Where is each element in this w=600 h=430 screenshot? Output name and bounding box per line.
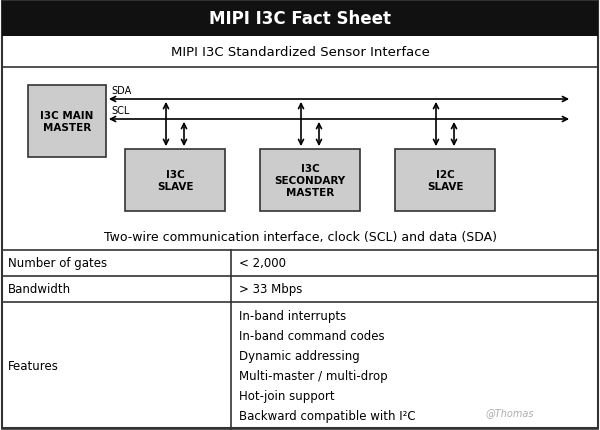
- Text: Number of gates: Number of gates: [8, 257, 107, 270]
- Text: @Thomas: @Thomas: [486, 407, 534, 417]
- Text: SCL: SCL: [111, 106, 130, 116]
- Text: Hot-join support: Hot-join support: [239, 389, 335, 402]
- Text: SDA: SDA: [111, 86, 131, 96]
- Bar: [395, 150, 495, 212]
- Text: I2C
SLAVE: I2C SLAVE: [427, 170, 463, 191]
- Text: I3C MAIN
MASTER: I3C MAIN MASTER: [40, 111, 94, 132]
- Text: MIPI I3C Standardized Sensor Interface: MIPI I3C Standardized Sensor Interface: [170, 46, 430, 59]
- Bar: [2, 2, 598, 37]
- Text: Features: Features: [8, 359, 59, 372]
- Text: MIPI I3C Fact Sheet: MIPI I3C Fact Sheet: [209, 10, 391, 28]
- Text: In-band interrupts: In-band interrupts: [239, 309, 346, 322]
- Text: Multi-master / multi-drop: Multi-master / multi-drop: [239, 369, 388, 382]
- Bar: [260, 150, 360, 212]
- Text: In-band command codes: In-band command codes: [239, 329, 385, 342]
- Text: Bandwidth: Bandwidth: [8, 283, 71, 296]
- Text: > 33 Mbps: > 33 Mbps: [239, 283, 302, 296]
- Text: I3C
SECONDARY
MASTER: I3C SECONDARY MASTER: [274, 164, 346, 197]
- Text: Backward compatible with I²C: Backward compatible with I²C: [239, 409, 416, 422]
- Bar: [28, 86, 106, 158]
- Text: Dynamic addressing: Dynamic addressing: [239, 349, 360, 362]
- Bar: [125, 150, 225, 212]
- Text: < 2,000: < 2,000: [239, 257, 286, 270]
- Text: Two-wire communication interface, clock (SCL) and data (SDA): Two-wire communication interface, clock …: [104, 231, 497, 244]
- Text: I3C
SLAVE: I3C SLAVE: [157, 170, 193, 191]
